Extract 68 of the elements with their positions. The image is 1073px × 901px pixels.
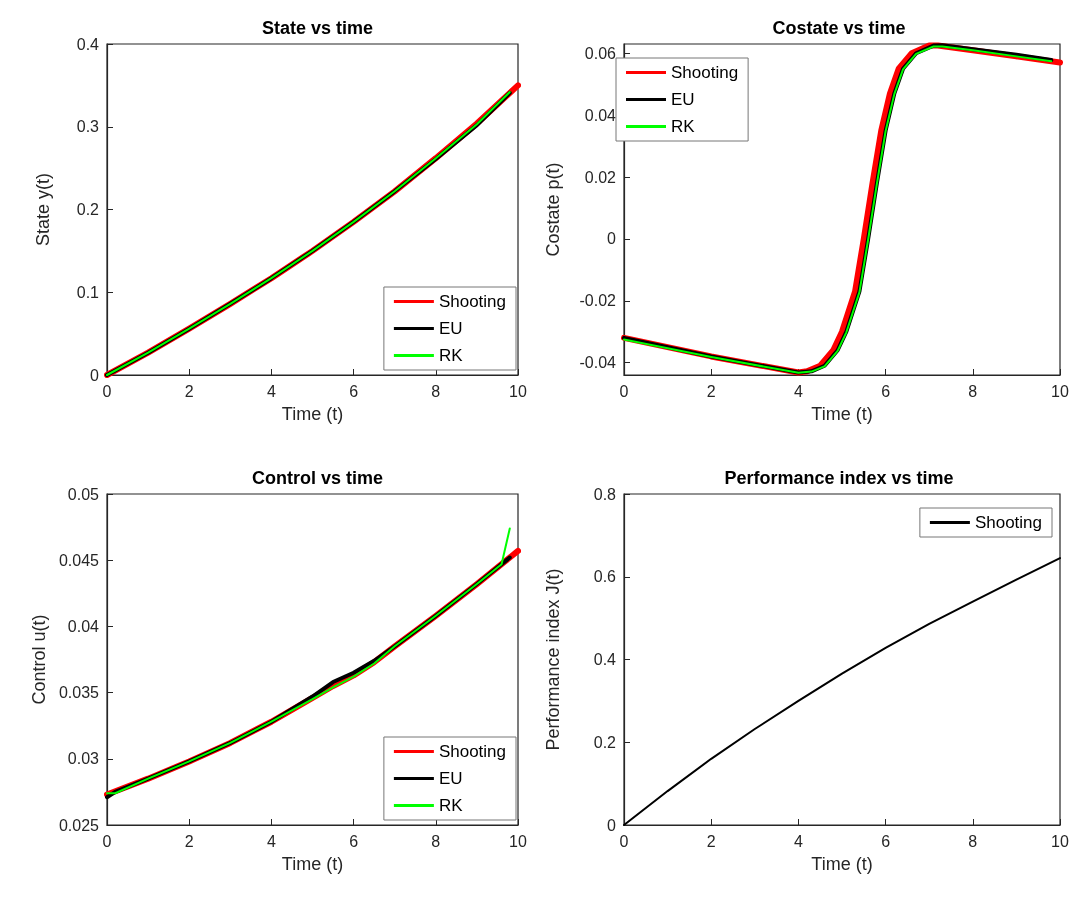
y-tick-label: 0.04: [67, 617, 100, 635]
y-axis-title: Performance index J(t): [543, 568, 563, 751]
y-tick-label: 0.4: [593, 651, 617, 668]
y-tick-label: 0.025: [58, 816, 100, 834]
x-tick-label: 6: [349, 382, 359, 400]
y-tick-label: 0.03: [67, 750, 100, 768]
y-tick-label: 0.1: [76, 283, 100, 301]
y-tick-label: 0: [90, 366, 100, 384]
x-tick-label: 10: [509, 382, 527, 400]
legend-label: RK: [438, 346, 464, 365]
y-tick-label: 0.2: [593, 733, 617, 751]
x-tick-label: 0: [619, 382, 629, 400]
x-tick-label: 2: [706, 832, 716, 850]
y-tick-label: -0.02: [579, 292, 617, 310]
x-tick-label: 0: [619, 832, 629, 850]
legend-label: Shooting: [974, 513, 1043, 532]
x-axis-title: Time (t): [811, 404, 873, 424]
chart-title: Control vs time: [251, 468, 384, 488]
x-axis-title: Time (t): [811, 854, 873, 874]
chart-title: Costate vs time: [772, 18, 906, 38]
legend-label: Shooting: [671, 63, 739, 82]
x-tick-label: 10: [509, 832, 527, 850]
x-tick-label: 8: [968, 832, 978, 850]
y-axis-title: State y(t): [33, 172, 53, 247]
x-tick-label: 8: [968, 382, 978, 400]
x-tick-label: 6: [881, 832, 891, 850]
y-tick-label: 0.2: [76, 201, 100, 218]
y-tick-label: 0: [607, 230, 617, 248]
legend-label: EU: [438, 319, 463, 338]
x-tick-label: 2: [184, 832, 194, 850]
x-tick-label: 4: [793, 382, 803, 400]
y-tick-label: 0.8: [593, 485, 617, 503]
legend-label: Shooting: [438, 292, 507, 311]
chart-title: State vs time: [261, 18, 374, 38]
x-tick-label: 2: [184, 382, 194, 400]
x-tick-label: 8: [431, 382, 441, 400]
x-tick-label: 4: [793, 832, 803, 850]
legend-label: Shooting: [438, 742, 507, 761]
y-tick-label: 0.045: [58, 551, 100, 569]
legend-label: EU: [438, 769, 463, 788]
y-tick-label: 0.6: [593, 568, 617, 586]
x-tick-label: 0: [102, 382, 112, 400]
y-tick-label: 0.035: [58, 684, 100, 702]
legend-label: RK: [671, 117, 696, 136]
x-tick-label: 0: [102, 832, 112, 850]
y-tick-label: 0.04: [584, 106, 617, 124]
x-axis-title: Time (t): [281, 404, 344, 424]
legend-label: EU: [671, 90, 695, 109]
y-tick-label: 0.06: [584, 44, 617, 62]
x-tick-label: 2: [706, 382, 716, 400]
y-tick-label: -0.04: [579, 354, 617, 372]
y-tick-label: 0.4: [76, 35, 100, 53]
legend-label: RK: [438, 796, 464, 815]
y-tick-label: 0.05: [67, 485, 100, 503]
x-tick-label: 4: [266, 382, 276, 400]
x-tick-label: 10: [1051, 832, 1069, 850]
y-tick-label: 0.02: [584, 168, 617, 186]
y-tick-label: 0: [607, 816, 617, 834]
chart-title: Performance index vs time: [724, 468, 954, 488]
x-tick-label: 10: [1051, 382, 1069, 400]
y-axis-title: Costate p(t): [543, 162, 563, 257]
y-axis-title: Control u(t): [29, 614, 50, 705]
x-tick-label: 6: [881, 382, 891, 400]
x-tick-label: 4: [266, 832, 276, 850]
x-axis-title: Time (t): [281, 854, 344, 874]
x-tick-label: 8: [431, 832, 441, 850]
x-tick-label: 6: [349, 832, 359, 850]
y-tick-label: 0.3: [76, 118, 100, 136]
